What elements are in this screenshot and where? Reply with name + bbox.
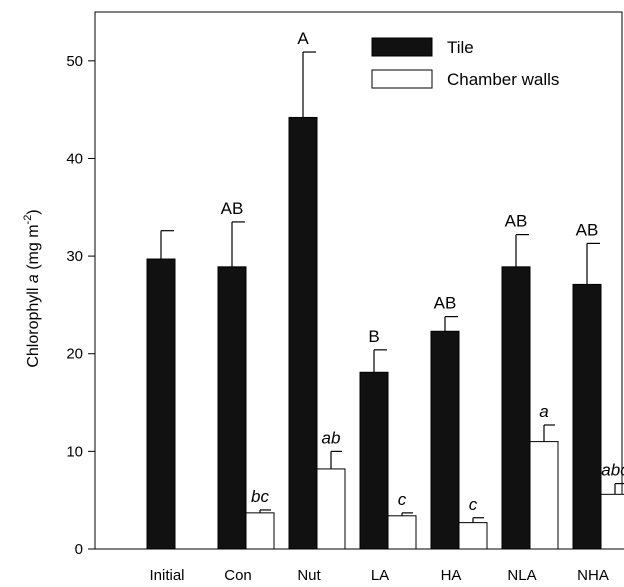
- tile-significance-label: AB: [505, 212, 528, 231]
- y-tick-label: 20: [66, 346, 83, 363]
- legend-swatch-walls: [371, 69, 433, 89]
- tile-significance-label: AB: [221, 199, 244, 218]
- x-tick-label: Initial: [149, 567, 184, 584]
- legend-swatch-tile: [371, 37, 433, 57]
- legend-label-tile: Tile: [447, 38, 474, 57]
- y-tick-label: 0: [75, 541, 83, 558]
- tile-bar: [288, 116, 318, 550]
- tile-significance-label: AB: [434, 294, 457, 313]
- x-tick-label: Con: [224, 567, 252, 584]
- y-axis-title: Chlorophyll a (mg m-2): [22, 209, 42, 367]
- walls-bar: [245, 512, 275, 550]
- legend-label-walls: Chamber walls: [447, 70, 559, 89]
- walls-significance-label: ab: [322, 428, 341, 447]
- x-tick-label: NHA: [577, 567, 609, 584]
- walls-significance-label: a: [539, 402, 548, 421]
- walls-bar: [458, 522, 488, 550]
- plot-frame: [94, 11, 623, 550]
- y-tick-label: 30: [66, 248, 83, 265]
- tile-bar: [501, 266, 531, 550]
- tile-significance-label: A: [297, 29, 309, 48]
- walls-significance-label: bc: [251, 487, 269, 506]
- y-tick-label: 10: [66, 443, 83, 460]
- y-tick-label: 50: [66, 53, 83, 70]
- y-tick-label: 40: [66, 150, 83, 167]
- x-tick-label: HA: [441, 567, 462, 584]
- x-tick-label: LA: [371, 567, 389, 584]
- tile-bar: [430, 330, 460, 550]
- tile-significance-label: AB: [576, 220, 599, 239]
- tile-bar: [572, 283, 602, 550]
- tile-significance-label: B: [368, 327, 379, 346]
- walls-bar: [316, 468, 346, 550]
- tile-bar: [217, 266, 247, 550]
- walls-bar: [600, 493, 624, 550]
- tile-bar: [146, 258, 176, 550]
- x-tick-label: Nut: [297, 567, 321, 584]
- walls-bar: [529, 441, 559, 550]
- walls-significance-label: abc: [601, 461, 624, 480]
- walls-significance-label: c: [398, 490, 407, 509]
- walls-significance-label: c: [469, 495, 478, 514]
- tile-bar: [359, 371, 389, 550]
- walls-bar: [387, 515, 417, 550]
- x-tick-label: NLA: [507, 567, 536, 584]
